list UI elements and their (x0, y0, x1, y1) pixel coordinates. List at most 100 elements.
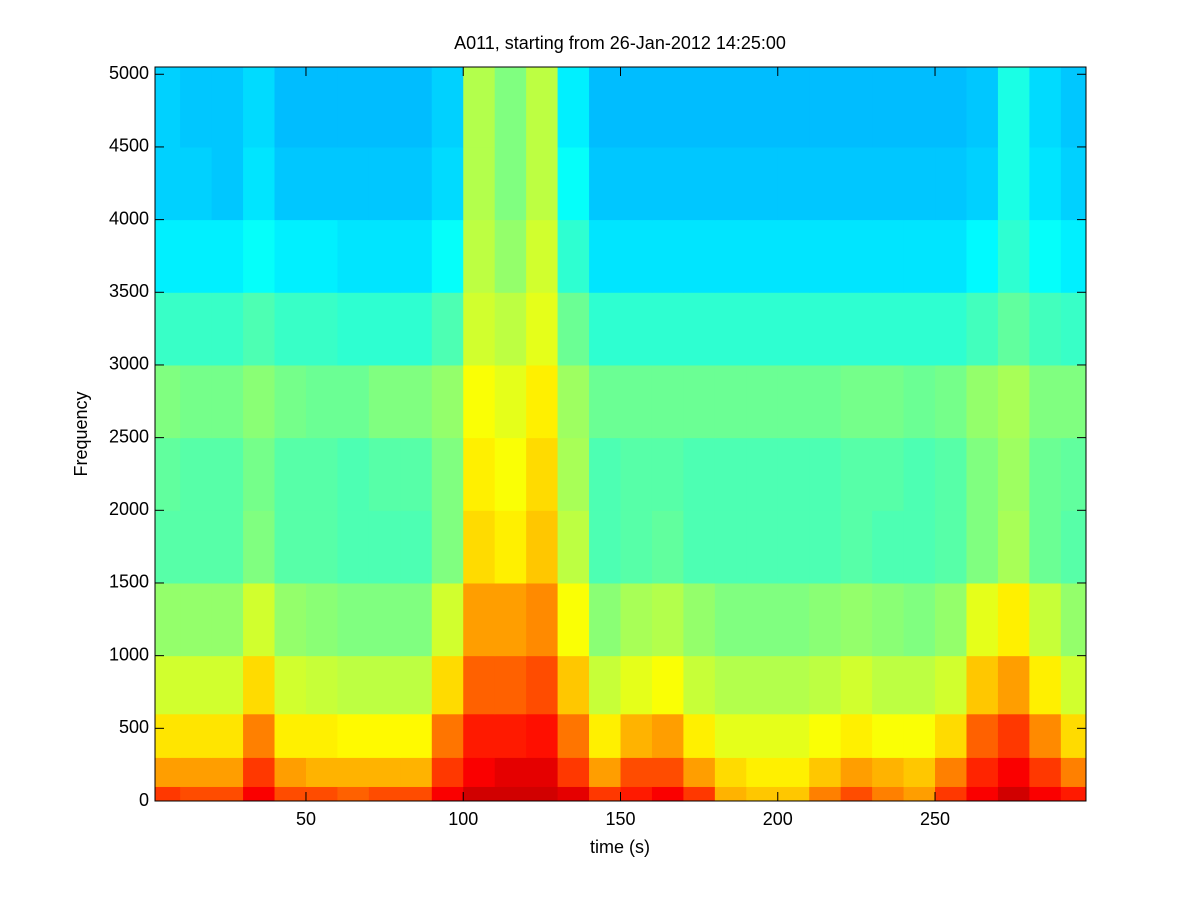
heatmap-cell (1060, 67, 1087, 148)
heatmap-cell (935, 437, 967, 511)
heatmap-cell (211, 655, 244, 715)
heatmap-cell (1060, 146, 1087, 221)
heatmap-cell (1029, 219, 1062, 293)
heatmap-cell (274, 786, 307, 802)
heatmap-cell (683, 713, 716, 758)
heatmap-cell (155, 437, 181, 511)
heatmap-cell (243, 510, 276, 584)
heatmap-cell (526, 582, 559, 657)
heatmap-cell (243, 786, 276, 802)
heatmap-cell (840, 146, 873, 221)
heatmap-cell (872, 437, 905, 511)
heatmap-cell (935, 582, 967, 657)
heatmap-cell (714, 292, 747, 366)
heatmap-cell (211, 146, 244, 221)
heatmap-cell (431, 364, 464, 439)
x-tick-label: 100 (448, 809, 478, 829)
heatmap-cell (337, 146, 370, 221)
heatmap-cell (935, 146, 967, 221)
heatmap-cell (494, 786, 527, 802)
heatmap-cell (746, 757, 779, 787)
heatmap-cell (620, 786, 653, 802)
heatmap-cell (431, 510, 464, 584)
heatmap-cell (243, 757, 276, 787)
heatmap-cell (494, 510, 527, 584)
heatmap-cell (840, 655, 873, 715)
heatmap-cell (997, 786, 1030, 802)
heatmap-cell (809, 219, 842, 293)
heatmap-cell (777, 364, 810, 439)
y-tick-label: 2000 (109, 499, 149, 519)
heatmap-cell (872, 292, 905, 366)
heatmap-cell (1029, 67, 1062, 148)
heatmap-cell (180, 364, 213, 439)
heatmap-cell (1060, 219, 1087, 293)
heatmap-cell (494, 582, 527, 657)
heatmap-cell (431, 292, 464, 366)
heatmap-cell (337, 67, 370, 148)
heatmap-cell (526, 437, 559, 511)
heatmap-cell (431, 437, 464, 511)
heatmap-cell (463, 582, 496, 657)
heatmap-cell (337, 292, 370, 366)
heatmap-cell (274, 757, 307, 787)
heatmap-cell (274, 582, 307, 657)
heatmap-cell (274, 292, 307, 366)
heatmap-cell (809, 146, 842, 221)
heatmap-cell (494, 655, 527, 715)
heatmap-cell (400, 510, 433, 584)
heatmap-cell (155, 655, 181, 715)
heatmap-cell (589, 713, 621, 758)
heatmap-cell (431, 786, 464, 802)
heatmap-cell (746, 219, 779, 293)
heatmap-cell (305, 757, 338, 787)
heatmap-cell (1060, 364, 1087, 439)
heatmap-cell (494, 437, 527, 511)
heatmap-cell (463, 757, 496, 787)
heatmap-cell (651, 292, 684, 366)
heatmap-cell (840, 437, 873, 511)
heatmap-cell (997, 364, 1030, 439)
heatmap-cell (180, 757, 213, 787)
x-tick-label: 200 (763, 809, 793, 829)
heatmap-cell (651, 786, 684, 802)
heatmap-cell (683, 757, 716, 787)
heatmap-cell (714, 757, 747, 787)
heatmap-cell (903, 510, 936, 584)
heatmap-cell (840, 292, 873, 366)
y-tick-label: 3000 (109, 354, 149, 374)
heatmap-cell (337, 437, 370, 511)
heatmap-cell (777, 219, 810, 293)
heatmap-cell (155, 786, 181, 802)
heatmap-cell (746, 364, 779, 439)
heatmap-cell (683, 292, 716, 366)
heatmap-cell (526, 757, 559, 787)
heatmap-cell (211, 364, 244, 439)
heatmap-cell (305, 582, 338, 657)
heatmap-cell (1029, 713, 1062, 758)
heatmap-cell (620, 757, 653, 787)
heatmap-cell (180, 582, 213, 657)
heatmap-cell (589, 67, 621, 148)
heatmap-cell (463, 786, 496, 802)
heatmap-cell (966, 757, 999, 787)
heatmap-cell (935, 757, 967, 787)
heatmap-cell (180, 713, 213, 758)
heatmap-cell (305, 655, 338, 715)
heatmap-cell (211, 582, 244, 657)
heatmap-cell (305, 146, 338, 221)
heatmap-cell (463, 437, 496, 511)
heatmap-cell (589, 655, 621, 715)
heatmap-cell (714, 510, 747, 584)
heatmap-cell (683, 655, 716, 715)
heatmap-cell (651, 757, 684, 787)
heatmap-cell (155, 67, 181, 148)
heatmap-cell (714, 437, 747, 511)
heatmap-cell (589, 510, 621, 584)
heatmap-cell (274, 655, 307, 715)
heatmap-cell (526, 786, 559, 802)
heatmap-cell (305, 67, 338, 148)
heatmap-cell (903, 582, 936, 657)
heatmap-cell (155, 364, 181, 439)
